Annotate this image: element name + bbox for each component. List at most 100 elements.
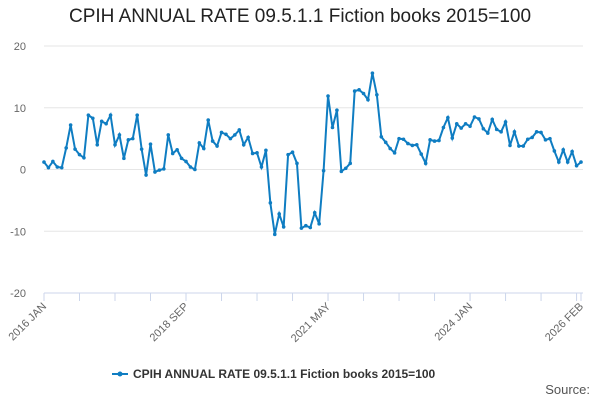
data-point xyxy=(428,138,432,142)
data-point xyxy=(170,151,175,156)
data-point xyxy=(335,108,339,113)
data-point xyxy=(286,152,290,157)
data-point xyxy=(175,147,179,152)
data-point xyxy=(122,156,126,161)
series-line xyxy=(43,72,582,235)
data-point xyxy=(339,169,344,174)
data-point xyxy=(454,122,459,126)
data-point xyxy=(290,150,295,155)
data-point xyxy=(432,139,437,143)
data-point xyxy=(130,136,135,141)
data-point xyxy=(330,125,335,130)
data-point xyxy=(308,225,313,230)
data-point xyxy=(494,127,499,132)
data-point xyxy=(472,115,477,119)
data-point xyxy=(272,232,277,237)
data-point xyxy=(250,151,255,156)
data-point xyxy=(255,151,259,155)
data-point xyxy=(219,130,224,135)
data-point xyxy=(241,143,246,147)
y-tick-label: 0 xyxy=(20,165,26,177)
data-point xyxy=(197,141,202,145)
data-point xyxy=(543,138,548,142)
data-point xyxy=(503,120,508,124)
data-point xyxy=(82,155,86,160)
data-point xyxy=(441,125,446,130)
data-point xyxy=(477,117,481,121)
data-point xyxy=(166,133,171,137)
data-point xyxy=(237,128,242,132)
data-point xyxy=(215,144,219,148)
data-point xyxy=(534,130,539,134)
data-point xyxy=(517,144,521,148)
data-point xyxy=(73,147,77,151)
data-point xyxy=(557,160,561,164)
data-point xyxy=(59,165,64,170)
data-point xyxy=(99,119,104,124)
data-point xyxy=(397,136,401,141)
data-point xyxy=(95,143,100,147)
data-point xyxy=(437,138,441,143)
data-point xyxy=(450,136,455,140)
y-tick-label: -20 xyxy=(10,288,26,300)
data-point xyxy=(406,141,410,146)
data-point xyxy=(42,160,46,164)
data-point xyxy=(401,137,406,142)
data-point xyxy=(91,116,95,121)
data-point xyxy=(135,113,139,117)
data-point xyxy=(552,149,557,153)
data-point xyxy=(481,126,486,131)
data-point xyxy=(144,173,148,177)
data-point xyxy=(357,88,361,92)
data-point xyxy=(113,143,117,147)
data-point xyxy=(139,147,144,151)
data-point xyxy=(281,225,286,229)
data-point xyxy=(295,161,299,166)
data-point xyxy=(521,144,526,148)
data-point xyxy=(210,139,215,143)
data-point xyxy=(366,97,370,102)
data-point xyxy=(410,143,415,148)
data-point xyxy=(228,136,233,141)
x-tick-label: 2018 SEP xyxy=(148,301,192,345)
data-point xyxy=(104,122,108,126)
data-point xyxy=(126,138,131,142)
data-point xyxy=(459,126,463,130)
data-point xyxy=(77,152,82,157)
data-point xyxy=(268,201,273,205)
x-tick-label: 2016 JAN xyxy=(6,301,49,344)
data-point xyxy=(108,113,113,117)
data-point xyxy=(64,146,68,150)
data-point xyxy=(148,142,153,146)
data-point xyxy=(561,147,566,152)
data-point xyxy=(162,167,166,171)
data-point xyxy=(530,135,534,140)
data-point xyxy=(370,71,375,75)
data-point xyxy=(419,152,424,156)
data-point xyxy=(233,133,237,137)
data-point xyxy=(184,159,188,164)
y-tick-label: 10 xyxy=(14,103,26,115)
data-point xyxy=(51,159,55,164)
data-point xyxy=(348,161,353,166)
data-point xyxy=(468,124,472,129)
data-point xyxy=(446,115,450,120)
data-point xyxy=(352,89,357,93)
data-point xyxy=(317,222,321,226)
data-point xyxy=(361,91,366,96)
data-point xyxy=(312,210,317,215)
data-point xyxy=(548,136,552,141)
x-tick-label: 2024 JAN xyxy=(433,301,476,344)
data-point xyxy=(188,165,193,169)
y-tick-label: -10 xyxy=(10,226,26,238)
data-point xyxy=(299,226,304,230)
data-point xyxy=(490,117,495,122)
data-point xyxy=(486,131,490,135)
data-point xyxy=(201,146,206,151)
data-point xyxy=(508,143,512,148)
data-point xyxy=(264,148,268,153)
chart-title: CPIH ANNUAL RATE 09.5.1.1 Fiction books … xyxy=(68,6,532,27)
data-point xyxy=(259,165,264,169)
data-point xyxy=(246,135,250,140)
data-point xyxy=(55,165,60,169)
